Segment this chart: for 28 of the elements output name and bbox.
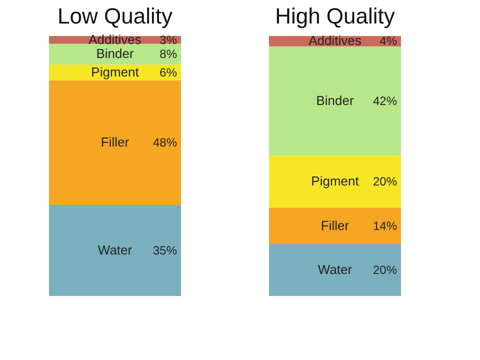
data-label: 3% [160,32,178,47]
data-label: 20% [372,174,398,189]
data-label: 42% [372,94,398,108]
series-label: Additives [308,33,362,48]
data-label: 48% [152,136,178,150]
data-label: 20% [372,263,398,277]
text: Filler [100,134,130,150]
data-label: 6% [160,65,178,80]
text: Binder [316,93,354,108]
series-label: Pigment [91,64,140,80]
series-label: Binder [96,46,134,62]
text: Water [98,242,132,258]
bar [49,80,181,205]
x-tick-label: High Quality [275,4,395,28]
x-tick-label: Low Quality [58,4,172,28]
bar [49,205,181,296]
data-label: 35% [152,244,178,258]
data-label: 4% [380,34,398,48]
bar [269,244,401,296]
bar [269,208,401,244]
series-label: Water [318,262,353,277]
data-label: 14% [372,218,398,233]
bar [269,156,401,208]
series-label: Filler [320,218,350,233]
text: Additives [88,32,142,47]
bar [269,46,401,156]
data-label: 8% [160,47,178,62]
text: Pigment [311,174,359,189]
